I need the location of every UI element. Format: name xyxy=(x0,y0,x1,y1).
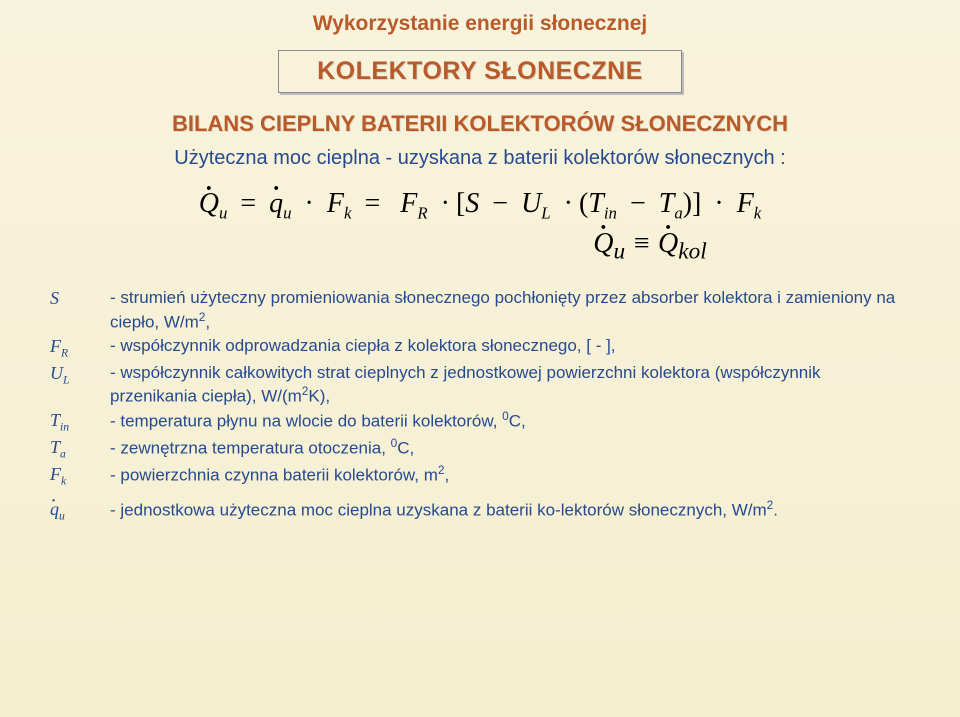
formula-main: Qu = qu · Fk = FR ·[S − UL ·(Tin − Ta)] … xyxy=(199,188,762,224)
def-text: - strumień użyteczny promieniowania słon… xyxy=(110,287,910,334)
def-row: qu- jednostkowa użyteczna moc cieplna uz… xyxy=(50,498,910,524)
def-row: FR- współczynnik odprowadzania ciepła z … xyxy=(50,335,910,361)
def-text: - jednostkowa użyteczna moc cieplna uzys… xyxy=(110,498,910,522)
def-row: S- strumień użyteczny promieniowania sło… xyxy=(50,287,910,334)
def-text: - powierzchnia czynna baterii kolektorów… xyxy=(110,463,910,487)
def-row: Tin- temperatura płynu na wlocie do bate… xyxy=(50,409,910,435)
def-text: - współczynnik całkowitych strat cieplny… xyxy=(110,362,910,409)
def-symbol: Ta xyxy=(50,436,110,462)
def-text: - zewnętrzna temperatura otoczenia, 0C, xyxy=(110,436,910,460)
def-symbol: qu xyxy=(50,498,110,524)
def-symbol: Fk xyxy=(50,463,110,489)
slide: Wykorzystanie energii słonecznej KOLEKTO… xyxy=(0,0,960,545)
title-container: KOLEKTORY SŁONECZNE xyxy=(50,50,910,111)
definitions-list: S- strumień użyteczny promieniowania sło… xyxy=(50,287,910,524)
section-title: BILANS CIEPLNY BATERII KOLEKTORÓW SŁONEC… xyxy=(50,111,910,137)
def-symbol: FR xyxy=(50,335,110,361)
supertitle: Wykorzystanie energii słonecznej xyxy=(50,12,910,36)
def-row: Ta- zewnętrzna temperatura otoczenia, 0C… xyxy=(50,436,910,462)
formula-block: Qu = qu · Fk = FR ·[S − UL ·(Tin − Ta)] … xyxy=(50,188,910,265)
def-row: UL- współczynnik całkowitych strat ciepl… xyxy=(50,362,910,409)
def-row: Fk- powierzchnia czynna baterii kolektor… xyxy=(50,463,910,489)
formula-secondary: Qu ≡ Qkol xyxy=(593,228,707,266)
title-box: KOLEKTORY SŁONECZNE xyxy=(278,50,682,93)
def-symbol: Tin xyxy=(50,409,110,435)
def-text: - współczynnik odprowadzania ciepła z ko… xyxy=(110,335,910,357)
def-text: - temperatura płynu na wlocie do baterii… xyxy=(110,409,910,433)
main-title: KOLEKTORY SŁONECZNE xyxy=(317,57,643,85)
def-symbol: UL xyxy=(50,362,110,388)
def-symbol: S xyxy=(50,287,110,311)
intro-text: Użyteczna moc cieplna - uzyskana z bater… xyxy=(50,147,910,170)
